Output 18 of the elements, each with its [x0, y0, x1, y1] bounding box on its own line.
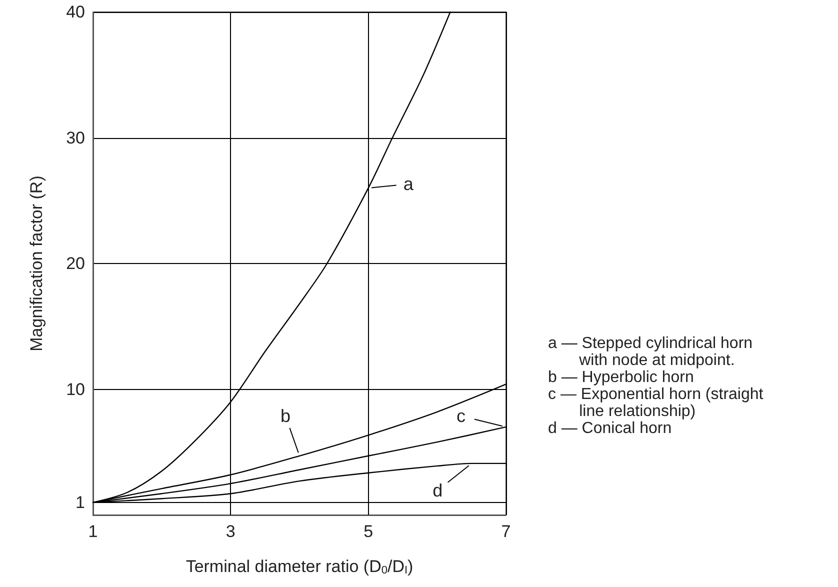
- x-tick-label: 5: [364, 522, 374, 541]
- y-axis-title: Magnification factor (R): [27, 176, 46, 352]
- text: b — Hyperbolic horn: [548, 369, 694, 386]
- y-tick-label: 40: [66, 2, 85, 22]
- y-tick-label: 20: [66, 254, 85, 273]
- annotation: a: [403, 174, 414, 194]
- y-tick-label: 30: [66, 128, 85, 148]
- annotation: b: [280, 406, 291, 426]
- text: c — Exponential horn (straight line relationship): [548, 386, 764, 420]
- x-tick-label: 1: [88, 522, 98, 541]
- y-tick-label: 1: [76, 492, 85, 512]
- y-tick-label: 10: [66, 380, 85, 399]
- x-tick-label: 3: [226, 522, 236, 541]
- annotation: c: [456, 406, 466, 426]
- text: d — Conical horn: [548, 420, 672, 437]
- annotation: d: [432, 480, 443, 500]
- x-tick-label: 7: [501, 522, 511, 541]
- text: a — Stepped cylindrical horn with node at midpoint.: [548, 335, 753, 369]
